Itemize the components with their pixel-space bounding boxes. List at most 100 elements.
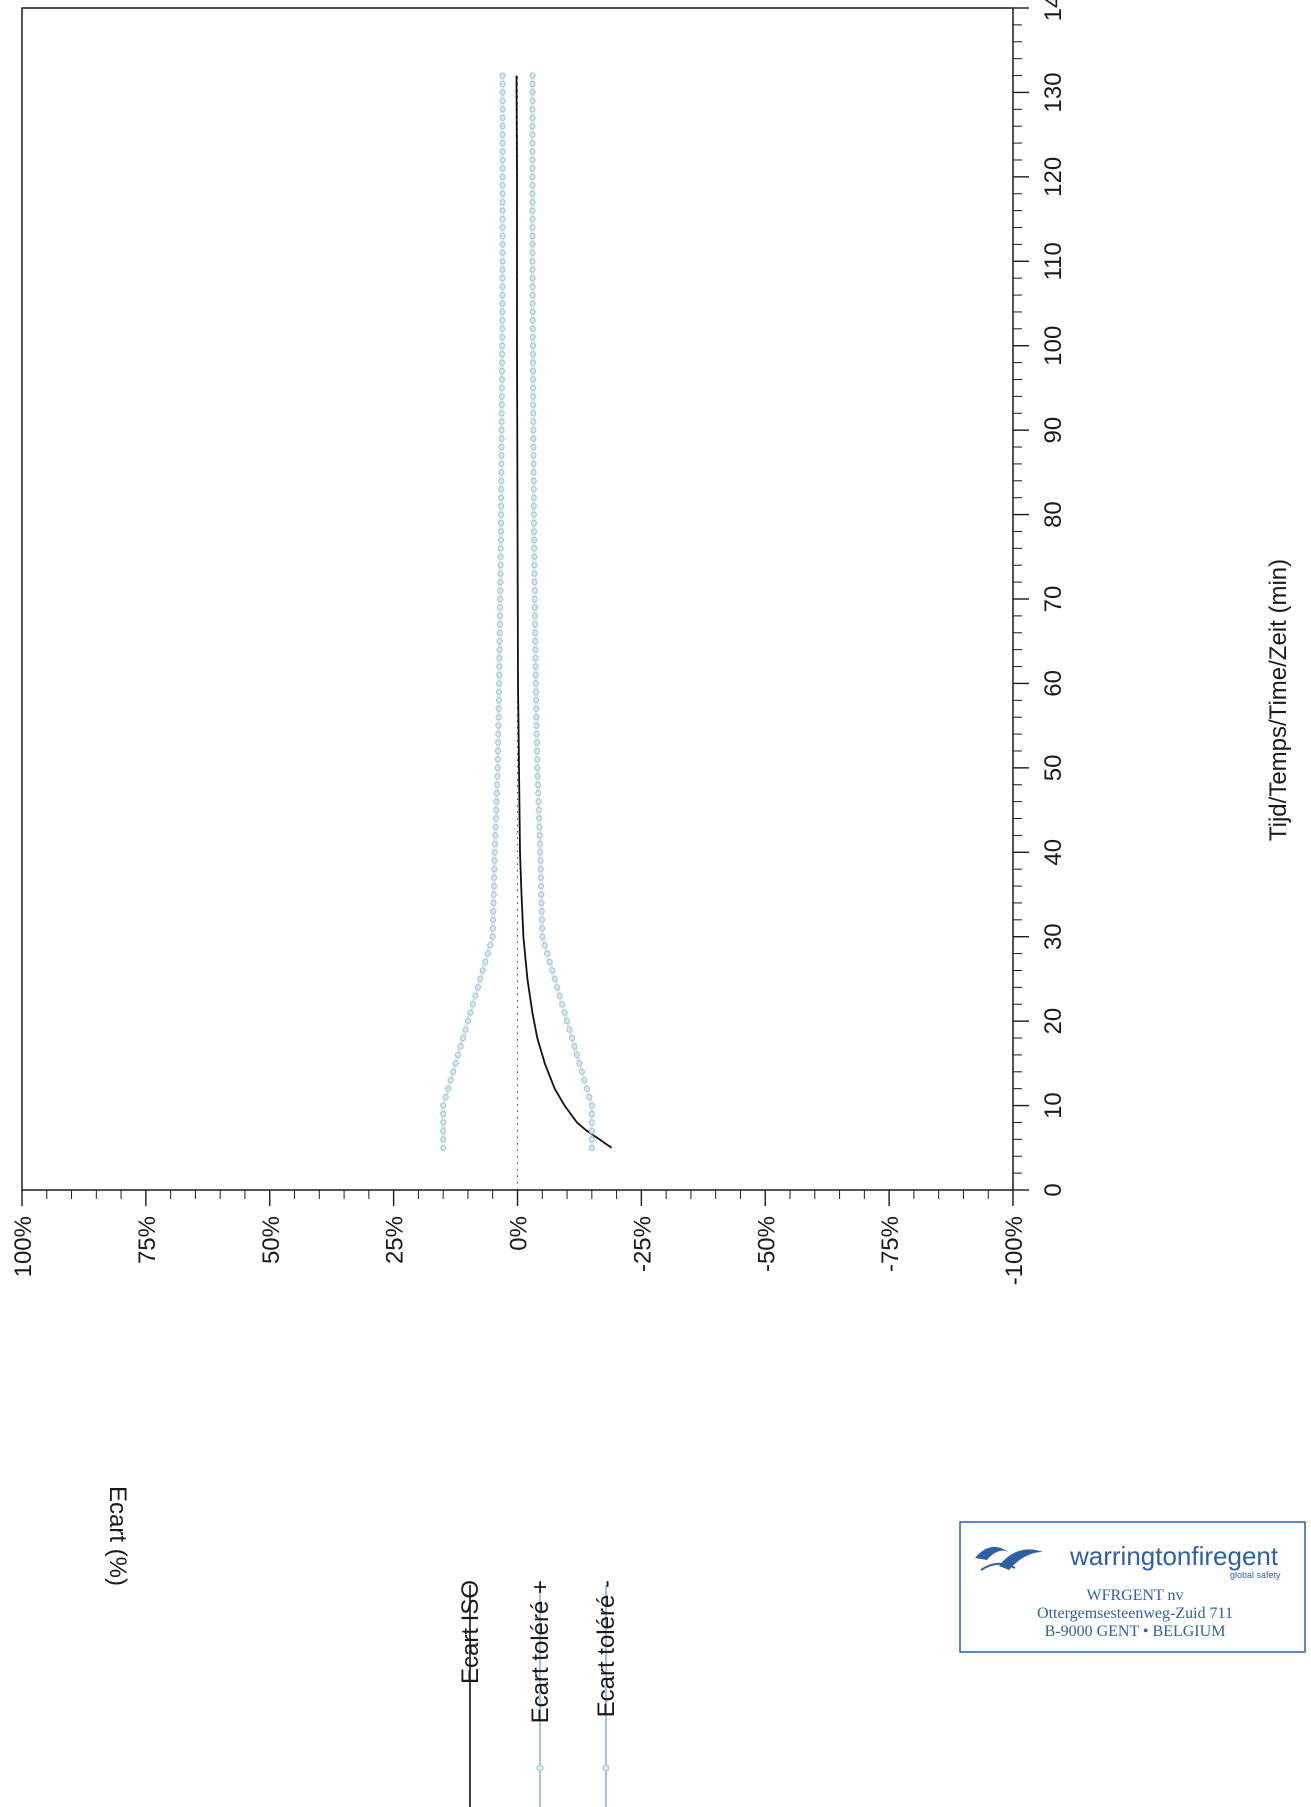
series-point bbox=[537, 816, 542, 821]
series-point bbox=[530, 301, 535, 306]
series-point bbox=[535, 757, 540, 762]
x-tick-label: 110 bbox=[1040, 242, 1067, 280]
series-point bbox=[587, 1095, 592, 1100]
series-point bbox=[500, 250, 505, 255]
series-point bbox=[443, 1095, 448, 1100]
series-point bbox=[530, 149, 535, 154]
series-point bbox=[534, 723, 539, 728]
series-point bbox=[589, 1103, 594, 1108]
series-point bbox=[536, 808, 541, 813]
series-point bbox=[534, 748, 539, 753]
series-point bbox=[500, 335, 505, 340]
x-tick-label: 50 bbox=[1040, 755, 1067, 782]
lab-stamp: warringtonfiregent global safety WFRGENT… bbox=[960, 1522, 1305, 1652]
series-point bbox=[441, 1111, 446, 1116]
series-point bbox=[532, 596, 537, 601]
series-point bbox=[460, 1035, 465, 1040]
series-point bbox=[493, 816, 498, 821]
series-point bbox=[539, 900, 544, 905]
series-point bbox=[535, 765, 540, 770]
series-point bbox=[496, 723, 501, 728]
series-point bbox=[584, 1086, 589, 1091]
x-tick-label: 90 bbox=[1040, 417, 1067, 444]
axis-labels: Tijd/Temps/Time/Zeit (min) Ecart (%) bbox=[104, 559, 1292, 1586]
series-point bbox=[531, 478, 536, 483]
series-point bbox=[491, 892, 496, 897]
series-point bbox=[499, 512, 504, 517]
series-point bbox=[535, 782, 540, 787]
series-point bbox=[589, 1128, 594, 1133]
series-point bbox=[488, 943, 493, 948]
series-point bbox=[500, 166, 505, 171]
series-point bbox=[499, 368, 504, 373]
series-point bbox=[531, 385, 536, 390]
series-point bbox=[555, 985, 560, 990]
series-point bbox=[491, 900, 496, 905]
series-point bbox=[499, 360, 504, 365]
series-point bbox=[499, 453, 504, 458]
series-point bbox=[531, 495, 536, 500]
series-point bbox=[530, 124, 535, 129]
series-point bbox=[492, 841, 497, 846]
legend-marker-ecart-tolere-plus bbox=[537, 1765, 543, 1771]
series-point bbox=[530, 141, 535, 146]
series-point bbox=[500, 284, 505, 289]
series-point bbox=[500, 183, 505, 188]
series-point bbox=[557, 993, 562, 998]
series-point bbox=[500, 318, 505, 323]
series-point bbox=[530, 157, 535, 162]
series-point bbox=[499, 470, 504, 475]
series-point bbox=[463, 1027, 468, 1032]
series-point bbox=[537, 841, 542, 846]
series-point bbox=[534, 740, 539, 745]
series-point bbox=[485, 951, 490, 956]
series-point bbox=[589, 1120, 594, 1125]
series-point bbox=[495, 765, 500, 770]
series-band bbox=[443, 76, 502, 1148]
series-point bbox=[533, 664, 538, 669]
series-point bbox=[538, 875, 543, 880]
series-point bbox=[589, 1137, 594, 1142]
series-point bbox=[547, 959, 552, 964]
series-point bbox=[532, 571, 537, 576]
y-tick-label: -50% bbox=[753, 1216, 780, 1272]
series-point bbox=[530, 208, 535, 213]
series-point bbox=[500, 259, 505, 264]
series-point bbox=[500, 107, 505, 112]
series-point bbox=[500, 326, 505, 331]
series-point bbox=[500, 98, 505, 103]
series-point bbox=[530, 276, 535, 281]
series-point bbox=[530, 90, 535, 95]
series-point bbox=[490, 926, 495, 931]
series-point bbox=[532, 588, 537, 593]
series-point bbox=[531, 453, 536, 458]
series-point bbox=[539, 892, 544, 897]
series-point bbox=[498, 605, 503, 610]
series-point bbox=[455, 1052, 460, 1057]
series-point bbox=[582, 1078, 587, 1083]
y-tick-label: 100% bbox=[10, 1216, 37, 1277]
series-point bbox=[540, 934, 545, 939]
series-point bbox=[499, 461, 504, 466]
x-tick-label: 80 bbox=[1040, 501, 1067, 528]
series-point bbox=[589, 1145, 594, 1150]
series-point bbox=[500, 225, 505, 230]
series-point bbox=[533, 639, 538, 644]
series-point bbox=[500, 81, 505, 86]
series-point bbox=[574, 1052, 579, 1057]
series-point bbox=[530, 335, 535, 340]
x-tick-label: 30 bbox=[1040, 923, 1067, 950]
series-point bbox=[530, 250, 535, 255]
series-point bbox=[496, 740, 501, 745]
series-point bbox=[530, 368, 535, 373]
series-point bbox=[533, 681, 538, 686]
series-point bbox=[532, 546, 537, 551]
series-point bbox=[530, 233, 535, 238]
series-point bbox=[499, 428, 504, 433]
series-point bbox=[494, 791, 499, 796]
series-point bbox=[494, 799, 499, 804]
plot-area bbox=[441, 73, 612, 1190]
series-point bbox=[500, 73, 505, 78]
series-point bbox=[492, 858, 497, 863]
legend-label-ecart-iso: Ecart ISO bbox=[457, 1580, 484, 1684]
